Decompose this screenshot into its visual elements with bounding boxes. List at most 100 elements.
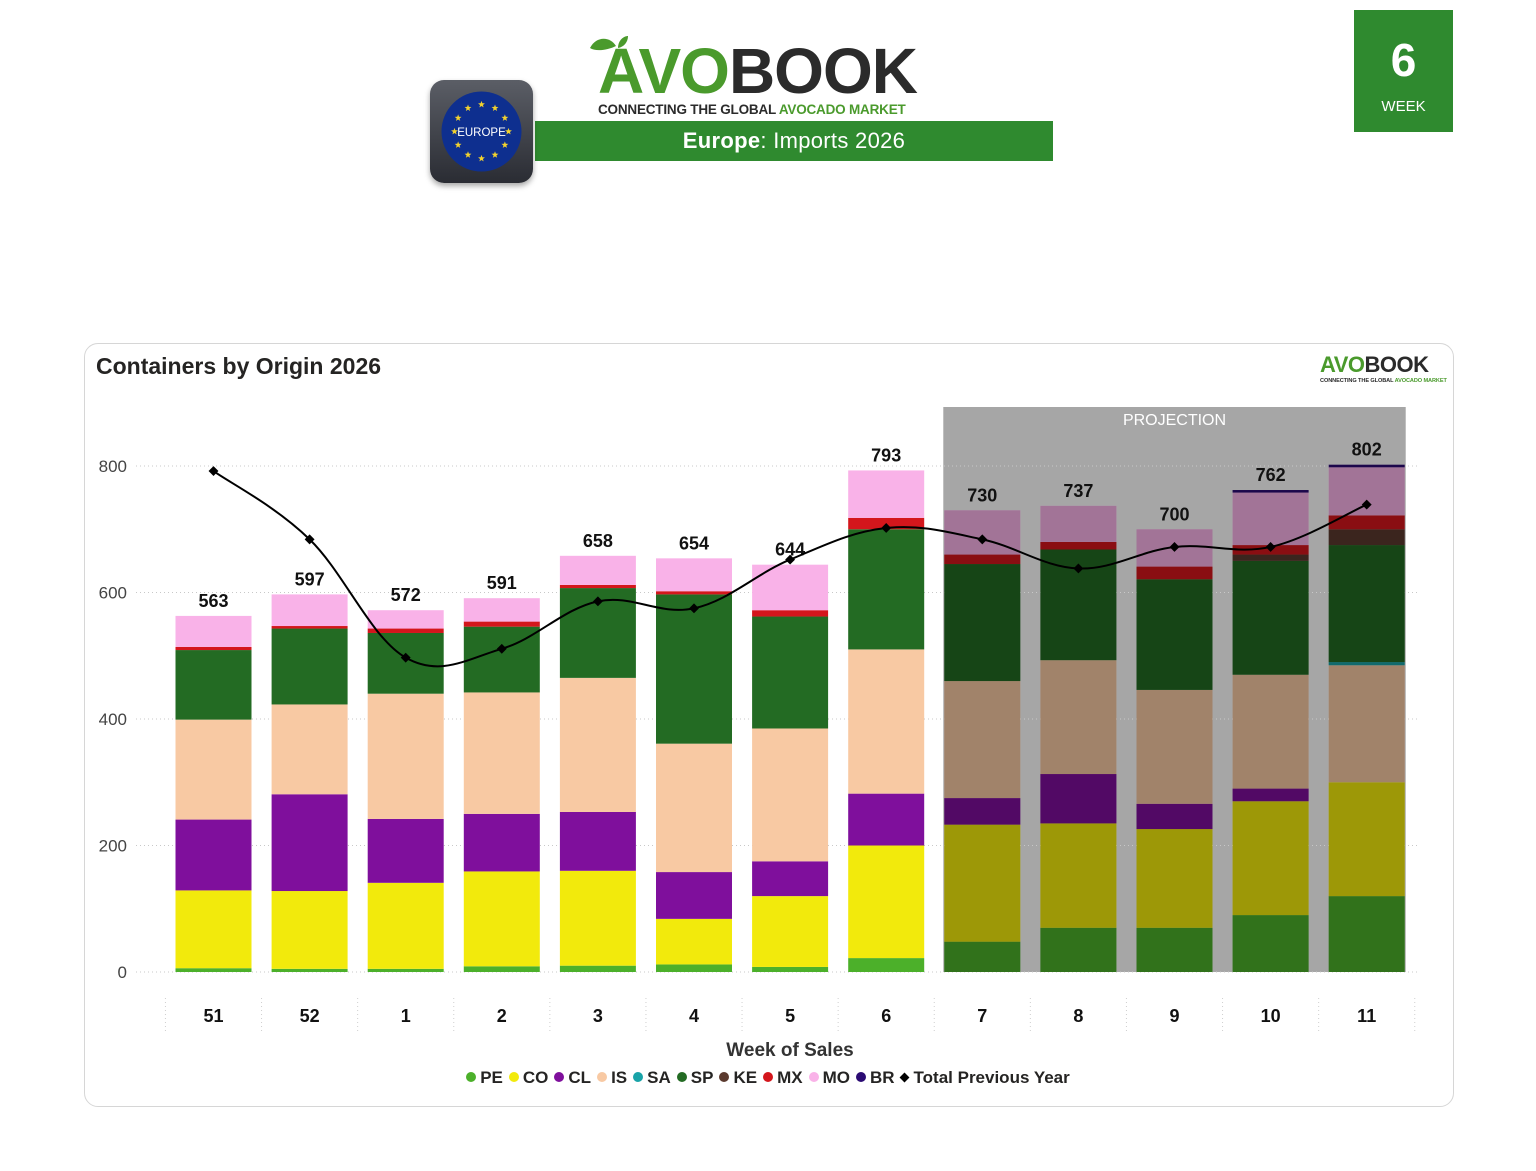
legend-item-co[interactable]: CO xyxy=(508,1068,548,1088)
flag-star-icon xyxy=(501,114,509,121)
legend-item-cl[interactable]: CL xyxy=(554,1068,591,1088)
bar-segment-co xyxy=(463,871,540,967)
logo-tagline: CONNECTING THE GLOBAL AVOCADO MARKET xyxy=(598,102,906,117)
previous-year-point xyxy=(400,652,411,663)
bar-segment-cl xyxy=(1232,788,1309,802)
bar-segment-is xyxy=(175,719,252,820)
previous-year-point xyxy=(496,643,507,654)
bar-segment-cl xyxy=(367,818,444,883)
bar-segment-mx xyxy=(656,591,732,595)
bar-segment-sp xyxy=(752,616,829,729)
projection-tint xyxy=(1136,579,1213,690)
flag-star-icon xyxy=(464,104,472,112)
bar-segment-pe xyxy=(1232,915,1309,972)
projection-label: PROJECTION xyxy=(1123,412,1226,429)
flag-star-icon xyxy=(478,154,485,162)
y-tick-label: 400 xyxy=(99,710,127,729)
bar-segment-is xyxy=(656,743,732,873)
legend-swatch xyxy=(554,1072,565,1082)
projection-tint xyxy=(1232,560,1309,675)
x-tick-label: 8 xyxy=(1073,1006,1083,1026)
legend-item-is[interactable]: IS xyxy=(597,1068,627,1088)
bar-segment-is xyxy=(463,692,540,814)
bar-segment-co xyxy=(1040,823,1117,928)
bar-segment-is xyxy=(944,681,1021,799)
total-data-label: 644 xyxy=(775,540,805,560)
y-tick-label: 800 xyxy=(99,457,127,476)
bar-segment-mx xyxy=(559,584,636,589)
bar-segment-mx xyxy=(271,626,348,629)
projection-tint xyxy=(944,941,1021,972)
total-data-label: 572 xyxy=(391,585,421,605)
bar-segment-sp xyxy=(175,650,252,720)
total-data-label: 563 xyxy=(198,591,228,611)
bar-segment-co xyxy=(271,891,348,969)
x-tick-label: 3 xyxy=(593,1006,603,1026)
bar-segment-pe xyxy=(175,968,252,972)
bar-segment-mx xyxy=(944,554,1021,565)
bar-segment-is xyxy=(752,728,829,862)
legend-item-ke[interactable]: KE xyxy=(719,1068,757,1088)
projection-tint xyxy=(1328,529,1405,546)
previous-year-point xyxy=(1169,542,1180,552)
bar-segment-mx xyxy=(1136,566,1213,580)
bar-segment-pe xyxy=(656,964,732,972)
projection-tint xyxy=(1040,774,1117,824)
projection-tint xyxy=(1136,927,1213,972)
total-data-label: 700 xyxy=(1159,504,1189,524)
previous-year-point xyxy=(1361,499,1372,510)
europe-flag-icon: EUROPE xyxy=(430,80,533,183)
x-axis-title: Week of Sales xyxy=(726,1040,853,1061)
bar-segment-is xyxy=(367,693,444,819)
bar-segment-cl xyxy=(1040,774,1117,824)
previous-year-point xyxy=(592,596,603,607)
bar-segment-pe xyxy=(848,958,925,972)
total-data-label: 802 xyxy=(1352,440,1382,460)
legend-item-pe[interactable]: PE xyxy=(466,1068,503,1088)
legend-label: BR xyxy=(869,1068,895,1087)
bar-segment-co xyxy=(559,870,636,966)
legend-label: IS xyxy=(611,1068,628,1087)
y-tick-label: 0 xyxy=(118,963,127,982)
projection-tint xyxy=(1232,915,1309,972)
flag-label: EUROPE xyxy=(457,127,506,139)
bar-segment-mo xyxy=(367,610,444,629)
bar-segment-cl xyxy=(559,811,636,871)
previous-year-point xyxy=(208,466,219,477)
legend-item-previous-year[interactable]: Total Previous Year xyxy=(899,1068,1070,1088)
flag-star-icon xyxy=(491,151,499,158)
projection-tint xyxy=(1328,662,1405,666)
x-tick-label: 51 xyxy=(203,1006,223,1026)
projection-tint xyxy=(1040,541,1117,550)
projection-tint xyxy=(1040,823,1117,928)
previous-year-point xyxy=(1265,542,1276,552)
legend-swatch xyxy=(633,1072,644,1082)
legend-item-mx[interactable]: MX xyxy=(763,1068,803,1088)
bar-segment-br xyxy=(1232,490,1309,493)
bar-segment-sp xyxy=(848,529,925,650)
legend-item-mo[interactable]: MO xyxy=(808,1068,850,1088)
bar-segment-cl xyxy=(656,872,732,919)
projection-tint xyxy=(1040,505,1117,542)
x-tick-label: 5 xyxy=(785,1006,795,1026)
bar-segment-mx xyxy=(367,628,444,633)
x-tick-label: 1 xyxy=(401,1006,411,1026)
legend-item-sp[interactable]: SP xyxy=(676,1068,713,1088)
bar-segment-ke xyxy=(1328,529,1405,546)
bar-segment-pe xyxy=(1136,927,1213,972)
bar-segment-sp xyxy=(1136,579,1213,690)
projection-tint xyxy=(1136,803,1213,830)
legend-item-sa[interactable]: SA xyxy=(633,1068,671,1088)
legend-item-br[interactable]: BR xyxy=(855,1068,895,1088)
week-indicator: 6 WEEK xyxy=(1354,10,1453,132)
legend-swatch xyxy=(763,1072,774,1082)
x-tick-label: 6 xyxy=(881,1006,891,1026)
flag-star-icon xyxy=(454,141,462,148)
bar-segment-cl xyxy=(463,813,540,872)
projection-tint xyxy=(1040,660,1117,775)
x-tick-label: 11 xyxy=(1357,1006,1376,1026)
bar-segment-cl xyxy=(848,793,925,846)
bar-segment-sp xyxy=(1232,560,1309,675)
bar-segment-mx xyxy=(1040,541,1117,550)
